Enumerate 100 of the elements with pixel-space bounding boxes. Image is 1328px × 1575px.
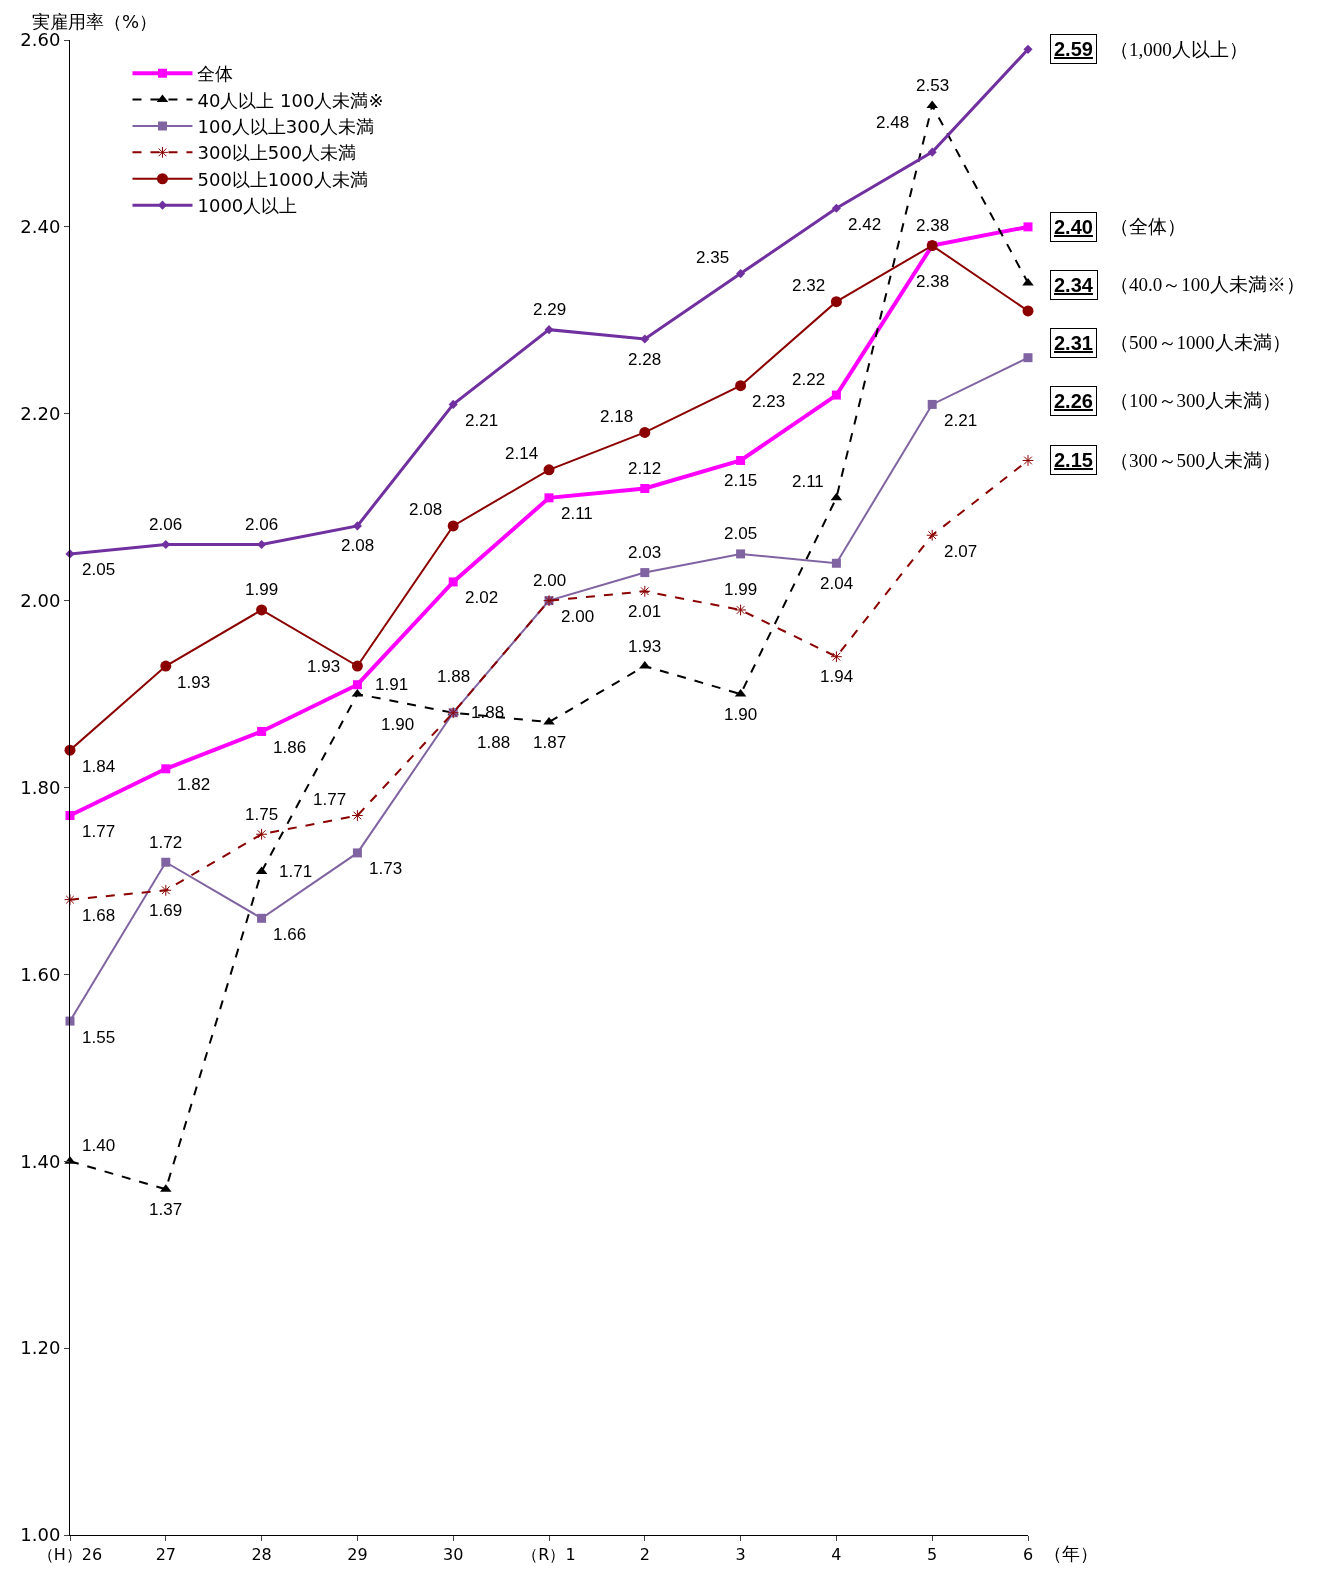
text: （100～300人未満） [1110, 390, 1281, 411]
data-label: 2.21 [944, 411, 978, 430]
legend-label: 100人以上300人未満 [197, 115, 375, 137]
data-label: 2.15 [724, 471, 758, 490]
data-label: 1.90 [381, 715, 415, 734]
x-tick-label: （R）1 [522, 1545, 576, 1565]
data-label: 2.08 [409, 500, 443, 519]
x-tick-label: 3 [735, 1545, 746, 1565]
data-label: 2.26 [1054, 390, 1093, 412]
data-label: 2.06 [149, 515, 183, 534]
data-label: 1.88 [477, 733, 511, 752]
data-label: 2.31 [1054, 332, 1093, 354]
data-label: 2.38 [916, 272, 950, 291]
data-label: 2.08 [341, 536, 375, 555]
legend-label: 500以上1000人未満 [197, 168, 368, 190]
data-label: 2.18 [600, 407, 634, 426]
data-label: 1.93 [628, 637, 662, 656]
x-tick-label: 6 [1022, 1545, 1034, 1565]
data-label: 2.11 [561, 504, 593, 523]
data-label: 2.38 [916, 216, 950, 235]
data-label: 2.42 [848, 215, 882, 234]
x-tick-label: （H）26 [37, 1545, 103, 1565]
data-label: 2.11 [792, 472, 824, 491]
y-axis-title: 実雇用率（%） [32, 11, 158, 32]
data-label: 1.91 [375, 675, 409, 694]
x-tick-label: 5 [927, 1545, 938, 1565]
text: （1,000人以上） [1110, 39, 1248, 60]
data-label: 2.14 [505, 444, 539, 463]
data-label: 1.93 [177, 673, 211, 692]
data-label: 2.02 [465, 588, 499, 607]
legend-label: 全体 [197, 63, 234, 85]
data-label: 1.69 [149, 901, 183, 920]
x-tick-label: 27 [155, 1545, 176, 1565]
data-label: 1.82 [177, 775, 211, 794]
data-label: 1.55 [82, 1028, 116, 1047]
y-tick-label: 2.20 [20, 403, 61, 425]
legend-label: 300以上500人未満 [197, 142, 357, 164]
data-label: 1.77 [313, 790, 347, 809]
data-label: 1.84 [82, 757, 116, 776]
data-label: 2.07 [944, 542, 978, 561]
data-label: 1.93 [307, 657, 341, 676]
data-label: 1.99 [245, 580, 279, 599]
data-label: 2.59 [1054, 38, 1093, 60]
y-tick-label: 1.80 [20, 776, 61, 798]
y-tick-label: 1.40 [20, 1150, 61, 1172]
data-label: 2.28 [628, 350, 662, 369]
data-label: 2.29 [533, 300, 567, 319]
text: （40.0～100人未満※） [1110, 274, 1305, 295]
data-label: 1.90 [724, 705, 758, 724]
data-label: 2.35 [696, 248, 730, 267]
data-label: 1.40 [82, 1136, 116, 1155]
y-tick-label: 2.40 [20, 216, 61, 238]
data-label: 1.88 [437, 667, 471, 686]
text: （500～1000人未満） [1110, 332, 1291, 353]
legend-label: 40人以上 100人未満※ [197, 89, 384, 111]
data-label: 1.72 [149, 833, 183, 852]
data-label: 1.73 [369, 859, 403, 878]
data-label: 2.05 [82, 560, 116, 579]
data-label: 2.00 [561, 607, 595, 626]
data-label: 2.21 [465, 411, 499, 430]
data-label: 1.75 [245, 805, 279, 824]
y-tick-label: 2.00 [20, 589, 61, 611]
x-axis-title: （年） [1044, 1543, 1098, 1564]
y-tick-label: 1.00 [20, 1524, 61, 1546]
data-label: 1.37 [149, 1200, 183, 1219]
data-label: 2.04 [820, 574, 854, 593]
legend-label: 1000人以上 [197, 195, 298, 217]
x-tick-label: 28 [251, 1545, 272, 1565]
data-label: 1.66 [273, 925, 307, 944]
data-label: 2.22 [792, 370, 826, 389]
data-label: 2.03 [628, 543, 662, 562]
data-label: 2.34 [1054, 274, 1094, 296]
y-tick-label: 2.60 [20, 29, 61, 51]
data-label: 2.23 [752, 392, 786, 411]
data-label: 2.01 [628, 602, 662, 621]
data-label: 2.15 [1054, 449, 1093, 471]
data-label: 2.48 [876, 113, 910, 132]
data-label: 1.94 [820, 667, 854, 686]
text: （全体） [1110, 216, 1186, 237]
x-tick-label: 30 [443, 1545, 464, 1565]
data-label: 1.88 [471, 703, 505, 722]
data-label: 1.87 [533, 733, 567, 752]
data-label: 1.71 [279, 862, 313, 881]
data-label: 2.32 [792, 276, 826, 295]
data-label: 2.12 [628, 459, 662, 478]
y-tick-label: 1.60 [20, 963, 61, 985]
data-label: 1.99 [724, 580, 758, 599]
data-label: 2.05 [724, 524, 758, 543]
x-tick-label: 4 [831, 1545, 842, 1565]
data-label: 1.77 [82, 822, 116, 841]
data-label: 1.68 [82, 906, 116, 925]
data-label: 2.53 [916, 76, 950, 95]
x-tick-label: 2 [639, 1545, 650, 1565]
data-label: 2.00 [533, 571, 567, 590]
x-tick-label: 29 [347, 1545, 368, 1565]
text: （300～500人未満） [1110, 450, 1281, 471]
data-label: 2.06 [245, 515, 279, 534]
data-label: 1.86 [273, 738, 307, 757]
data-label: 2.40 [1054, 216, 1093, 238]
y-tick-label: 1.20 [20, 1337, 61, 1359]
